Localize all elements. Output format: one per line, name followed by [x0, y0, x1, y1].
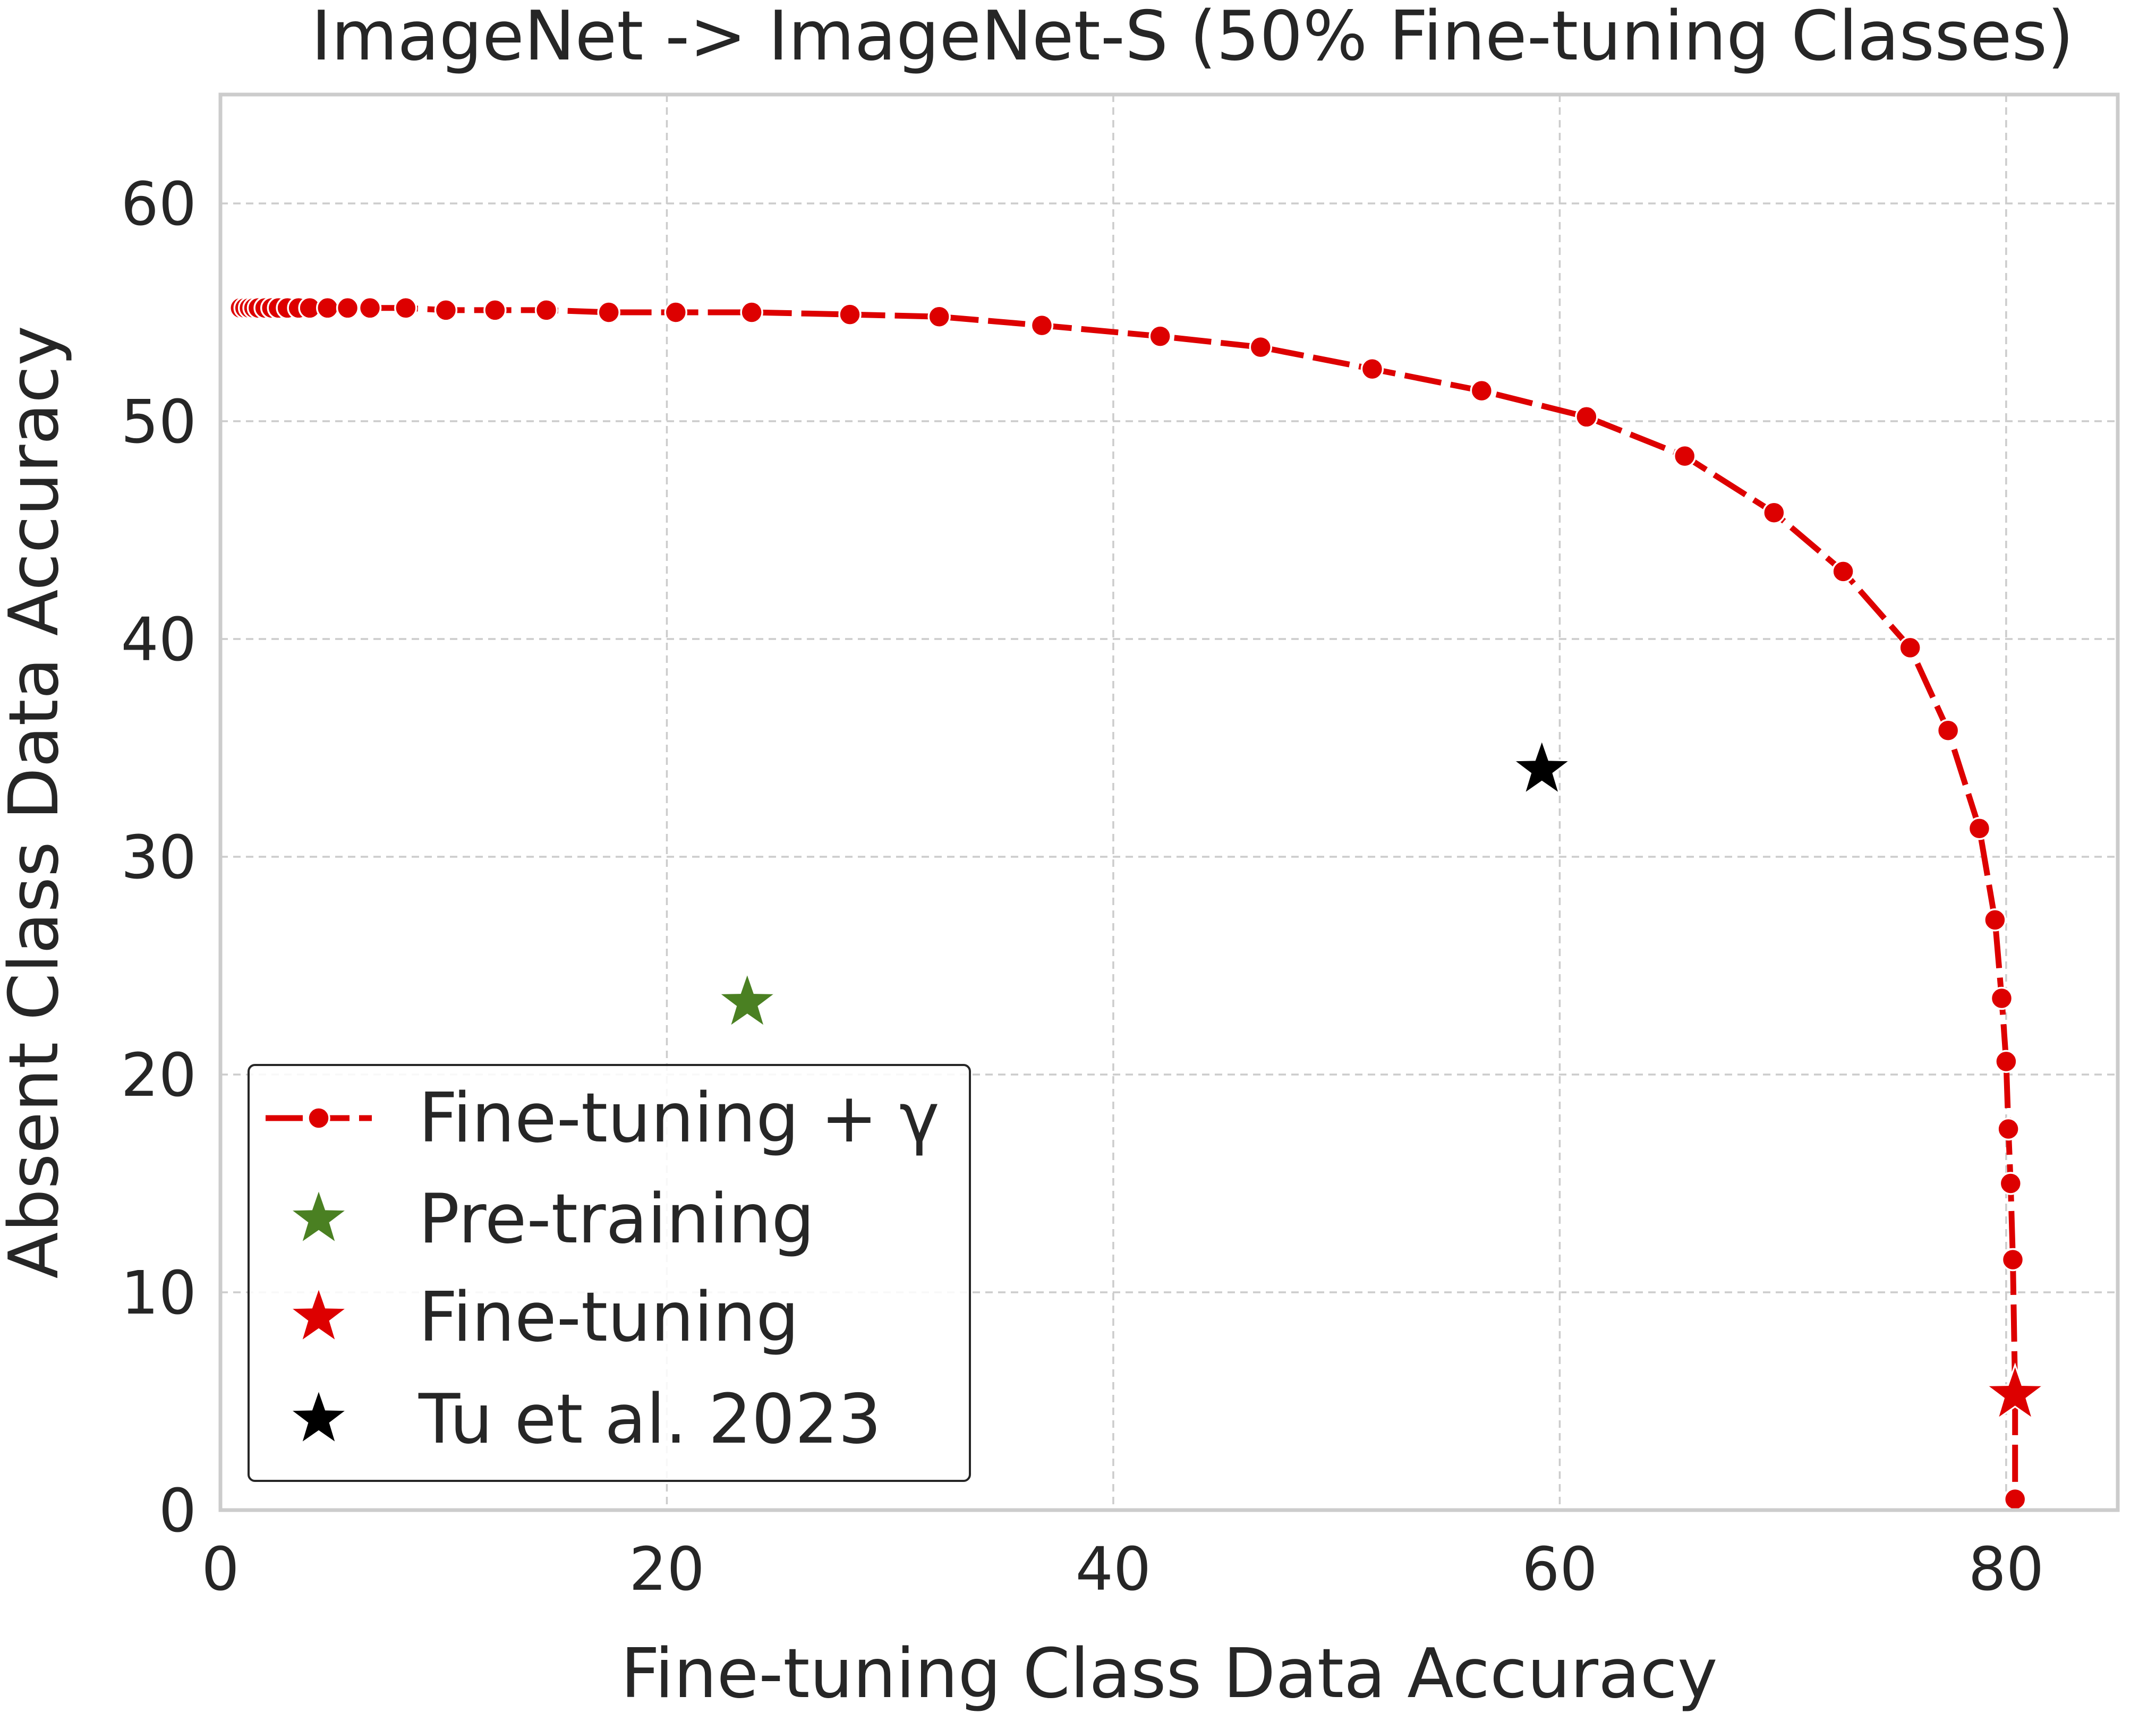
- data-point: [740, 301, 763, 324]
- series-tu-et-al-2023: [1511, 737, 1573, 796]
- legend-marker: [307, 1106, 330, 1130]
- data-point: [927, 305, 951, 328]
- data-point: [1470, 379, 1494, 403]
- data-point: [1831, 560, 1855, 583]
- tick-labels: 0 20 40 60 80 0 10 20 30 40 50 60: [121, 170, 2044, 1604]
- data-point: [1999, 1172, 2023, 1195]
- data-point: [534, 299, 558, 322]
- data-point: [394, 296, 417, 320]
- legend-entry: Pre-training: [288, 1180, 815, 1259]
- data-point: [1360, 357, 1384, 381]
- legend-entry: Fine-tuning + γ: [266, 1079, 940, 1158]
- y-tick-label: 40: [121, 606, 197, 675]
- y-tick-label: 10: [121, 1259, 197, 1328]
- data-point: [1148, 325, 1172, 348]
- data-point: [1936, 719, 1960, 742]
- data-point: [1983, 908, 2007, 932]
- legend-star-swatch: [288, 1387, 350, 1445]
- data-point: [1967, 816, 1991, 840]
- data-point: [336, 296, 360, 320]
- legend-label: Pre-training: [419, 1180, 815, 1259]
- data-point: [1249, 335, 1273, 359]
- y-tick-label: 50: [121, 388, 197, 457]
- legend-label: Tu et al. 2023: [418, 1380, 881, 1459]
- series-fine-tuning: [1984, 1362, 2046, 1421]
- x-tick-label: 80: [1968, 1535, 2044, 1604]
- legend-box: [248, 1064, 971, 1482]
- legend-star-swatch: [288, 1285, 350, 1343]
- data-point-star: [1984, 1362, 2046, 1421]
- data-point: [1575, 405, 1598, 429]
- plot-series: [229, 296, 2046, 1511]
- legend: Fine-tuning + γ Pre-training Fine-tuning Tu…: [248, 1064, 971, 1482]
- x-tick-label: 40: [1076, 1535, 1152, 1604]
- x-tick-label: 0: [201, 1535, 239, 1604]
- data-point: [2003, 1487, 2027, 1511]
- legend-star-swatch: [288, 1187, 350, 1245]
- data-point: [1995, 1050, 2018, 1073]
- data-point: [1673, 444, 1697, 468]
- series-pre-training: [717, 970, 778, 1029]
- data-point: [664, 301, 688, 324]
- legend-label: Fine-tuning: [419, 1278, 799, 1357]
- y-axis-label: Absent Class Data Accuracy: [0, 326, 74, 1279]
- data-point: [597, 301, 620, 324]
- x-axis-label: Fine-tuning Class Data Accuracy: [620, 1634, 1717, 1713]
- x-tick-label: 60: [1522, 1535, 1598, 1604]
- y-tick-label: 60: [121, 170, 197, 239]
- data-point-star: [1511, 737, 1573, 796]
- chart-title: ImageNet -> ImageNet-S (50% Fine-tuning …: [311, 0, 2074, 76]
- data-point-star: [717, 970, 778, 1029]
- data-point: [1997, 1117, 2020, 1141]
- legend-entry: Fine-tuning: [288, 1278, 799, 1357]
- y-tick-label: 30: [121, 823, 197, 892]
- data-point: [434, 299, 458, 322]
- x-tick-label: 20: [629, 1535, 705, 1604]
- legend-entry: Tu et al. 2023: [288, 1380, 881, 1459]
- data-point: [316, 296, 339, 320]
- data-point: [838, 303, 862, 326]
- data-point: [1990, 986, 2014, 1010]
- data-point: [1898, 636, 1922, 660]
- y-tick-label: 0: [159, 1477, 197, 1546]
- data-point: [1762, 501, 1786, 524]
- data-point: [2001, 1248, 2025, 1272]
- data-point: [1030, 313, 1054, 337]
- y-tick-label: 20: [121, 1041, 197, 1110]
- series-fine-tuning: [229, 296, 2027, 1511]
- data-point: [358, 296, 382, 320]
- data-point: [483, 299, 507, 322]
- plot-frame: [218, 92, 2120, 1512]
- legend-label: Fine-tuning + γ: [419, 1079, 940, 1158]
